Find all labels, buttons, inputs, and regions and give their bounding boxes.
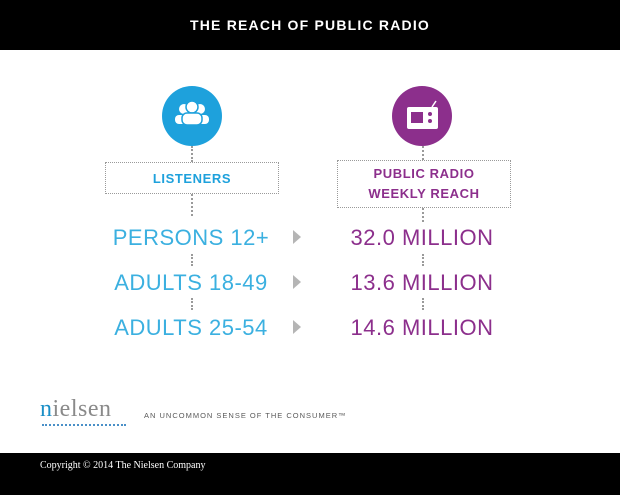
arrow-right-icon	[293, 275, 301, 289]
weekly-reach-header-line2: WEEKLY REACH	[368, 186, 480, 201]
connector-line	[422, 208, 424, 222]
row-label: ADULTS 18-49	[114, 270, 268, 295]
row-label: PERSONS 12+	[112, 225, 270, 250]
nielsen-logo: nielsen	[40, 396, 111, 423]
arrow-right-icon	[293, 230, 301, 244]
row-value: 14.6 MILLION	[350, 315, 494, 340]
radio-icon	[392, 86, 452, 146]
title-bar: THE REACH OF PUBLIC RADIO	[0, 0, 620, 50]
connector-line	[191, 194, 193, 216]
connector-line	[191, 298, 193, 310]
listeners-header: LISTENERS	[105, 162, 279, 194]
tagline: AN UNCOMMON SENSE OF THE CONSUMER™	[144, 411, 347, 420]
connector-line	[422, 146, 424, 160]
logo-dots	[42, 424, 126, 426]
row-value: 13.6 MILLION	[350, 270, 494, 295]
listeners-header-label: LISTENERS	[152, 170, 232, 186]
arrow-right-icon	[293, 320, 301, 334]
connector-line	[191, 146, 193, 162]
copyright-text: Copyright © 2014 The Nielsen Company	[40, 460, 206, 471]
weekly-reach-header: PUBLIC RADIO WEEKLY REACH	[337, 160, 511, 208]
listeners-group-icon	[162, 86, 222, 146]
connector-line	[422, 254, 424, 266]
logo-first-letter: n	[40, 396, 53, 422]
logo-rest: ielsen	[52, 396, 112, 422]
row-label: ADULTS 25-54	[114, 315, 268, 340]
weekly-reach-header-line1: PUBLIC RADIO	[373, 166, 475, 181]
row-value: 32.0 MILLION	[350, 225, 494, 250]
connector-line	[191, 254, 193, 266]
page-title: THE REACH OF PUBLIC RADIO	[190, 17, 430, 33]
footer-bar	[0, 453, 620, 495]
connector-line	[422, 298, 424, 310]
